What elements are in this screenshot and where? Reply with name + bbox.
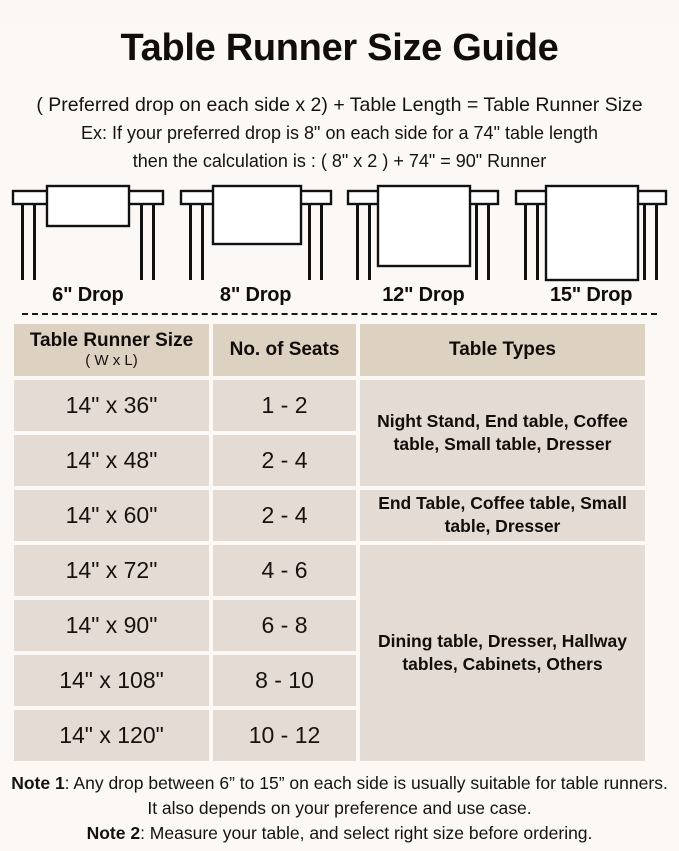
drop-diagram-15: 15" Drop — [507, 183, 675, 307]
drop-diagram-8: 8" Drop — [172, 183, 340, 307]
table-types-group-large: Dining table, Dresser, Hallway tables, C… — [360, 544, 645, 761]
column-no-of-seats: No. of Seats 1 - 2 2 - 4 2 - 4 4 - 6 6 -… — [213, 323, 356, 761]
table-row: 14" x 120" — [14, 709, 209, 761]
table-row: 14" x 36" — [14, 379, 209, 431]
size-guide-infographic: Table Runner Size Guide ( Preferred drop… — [0, 25, 679, 851]
table-row: 1 - 2 — [213, 379, 356, 431]
notes-block: Note 1: Any drop between 6” to 15” on ea… — [0, 771, 679, 846]
column-table-runner-size: Table Runner Size ( W x L) 14" x 36" 14"… — [14, 323, 209, 761]
drop-label-8: 8" Drop — [219, 283, 292, 306]
header-table-runner-size: Table Runner Size ( W x L) — [14, 323, 209, 376]
header-size-sub: ( W x L) — [85, 351, 138, 369]
drop-label-6: 6" Drop — [52, 283, 124, 306]
table-row: 14" x 72" — [14, 544, 209, 596]
example-line-2: then the calculation is : ( 8" x 2 ) + 7… — [132, 151, 547, 172]
size-table: Table Runner Size ( W x L) 14" x 36" 14"… — [14, 323, 665, 761]
table-row: 14" x 60" — [14, 489, 209, 541]
table-with-runner-illustration-12 — [347, 184, 500, 280]
drop-diagram-12: 12" Drop — [340, 183, 508, 307]
table-row: 14" x 90" — [14, 599, 209, 651]
table-with-runner-illustration-6 — [11, 184, 165, 280]
table-row: 8 - 10 — [213, 654, 356, 706]
formula-text: ( Preferred drop on each side x 2) + Tab… — [36, 93, 643, 116]
table-types-group-small: Night Stand, End table, Coffee table, Sm… — [360, 379, 645, 486]
header-types-label: Table Types — [449, 339, 556, 361]
header-table-types: Table Types — [360, 323, 645, 376]
drop-diagram-row: 6" Drop 8" Drop 12" Drop — [0, 183, 679, 307]
note-1-label: Note 1 — [11, 772, 65, 793]
table-row: 4 - 6 — [213, 544, 356, 596]
drop-label-12: 12" Drop — [382, 283, 465, 306]
drop-label-15: 15" Drop — [549, 283, 633, 306]
table-row: 2 - 4 — [213, 489, 356, 541]
page-title: Table Runner Size Guide — [120, 27, 559, 70]
table-types-group-medium: End Table, Coffee table, Small table, Dr… — [360, 489, 645, 541]
table-row: 6 - 8 — [213, 599, 356, 651]
table-row: 14" x 108" — [14, 654, 209, 706]
note-1: Note 1: Any drop between 6” to 15” on ea… — [6, 771, 673, 821]
table-with-runner-illustration-15 — [514, 184, 668, 282]
header-no-of-seats: No. of Seats — [213, 323, 356, 376]
note-2: Note 2: Measure your table, and select r… — [6, 821, 673, 846]
dashed-divider — [22, 312, 657, 315]
example-line-1: Ex: If your preferred drop is 8" on each… — [80, 122, 599, 143]
table-row: 10 - 12 — [213, 709, 356, 761]
drop-diagram-6: 6" Drop — [4, 183, 172, 307]
header-size-main: Table Runner Size — [29, 330, 194, 352]
table-row: 14" x 48" — [14, 434, 209, 486]
note-1-text: : Any drop between 6” to 15” on each sid… — [64, 772, 668, 818]
table-with-runner-illustration-8 — [179, 184, 332, 280]
table-row: 2 - 4 — [213, 434, 356, 486]
header-seats-label: No. of Seats — [229, 339, 340, 361]
column-table-types: Table Types Night Stand, End table, Coff… — [360, 323, 645, 761]
